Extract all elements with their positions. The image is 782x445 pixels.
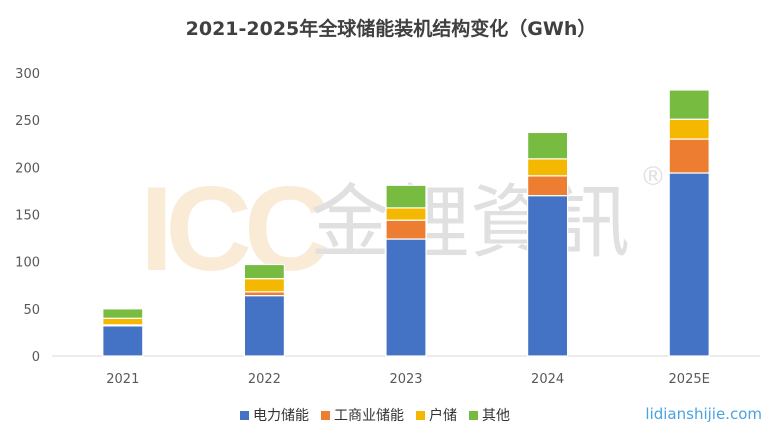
- bar-segment: [526, 175, 569, 197]
- chart-title: 2021-2025年全球储能装机结构变化（GWh）: [185, 18, 597, 40]
- y-tick-label: 250: [15, 114, 40, 129]
- svg-text:ICC: ICC: [140, 162, 328, 296]
- legend-item: 户储: [416, 405, 457, 425]
- bar-segment: [526, 131, 569, 160]
- bar-segment: [526, 195, 569, 357]
- legend-label: 户储: [429, 408, 457, 424]
- bar-segment: [102, 325, 144, 357]
- bar-segment: [243, 278, 285, 293]
- legend-item: 其他: [469, 405, 510, 425]
- watermark: ICC 金鋰資訊 ®: [140, 162, 666, 296]
- bar-segment: [385, 219, 427, 240]
- legend-item: 电力储能: [240, 405, 309, 425]
- legend-swatch: [240, 410, 249, 420]
- svg-text:®: ®: [640, 162, 666, 192]
- y-tick-label: 0: [32, 350, 40, 365]
- bar-segment: [668, 118, 710, 140]
- x-tick-label: 2023: [389, 372, 422, 387]
- legend-label: 工商业储能: [334, 408, 404, 424]
- bar-segment: [243, 295, 285, 357]
- bar-segment: [668, 172, 710, 357]
- bar-segment: [243, 263, 285, 280]
- y-tick-label: 50: [23, 303, 40, 318]
- legend: 电力储能 工商业储能 户储 其他: [240, 405, 510, 425]
- x-tick-label: 2022: [248, 372, 281, 387]
- y-tick-label: 100: [15, 256, 40, 271]
- legend-swatch: [321, 410, 330, 420]
- bar-segment: [385, 238, 427, 357]
- bar-segment: [385, 207, 427, 221]
- x-tick-label: 2025E: [669, 372, 710, 387]
- y-tick-label: 150: [15, 209, 40, 224]
- bar-segment: [102, 308, 144, 319]
- svg-text:金鋰資訊: 金鋰資訊: [310, 176, 630, 269]
- x-tick-label: 2024: [531, 372, 564, 387]
- legend-label: 其他: [482, 408, 510, 424]
- y-tick-label: 200: [15, 161, 40, 176]
- legend-item: 工商业储能: [321, 405, 404, 425]
- bar-segment: [668, 138, 710, 174]
- x-tick-label: 2021: [106, 372, 139, 387]
- legend-swatch: [469, 410, 478, 420]
- y-tick-label: 300: [15, 67, 40, 82]
- bar-segment: [668, 89, 710, 120]
- site-watermark: lidianshijie.com: [645, 405, 762, 423]
- bar-segment: [102, 317, 144, 326]
- legend-label: 电力储能: [253, 408, 309, 424]
- bar-segment: [526, 158, 569, 177]
- bar-segment: [385, 184, 427, 209]
- legend-swatch: [416, 410, 425, 420]
